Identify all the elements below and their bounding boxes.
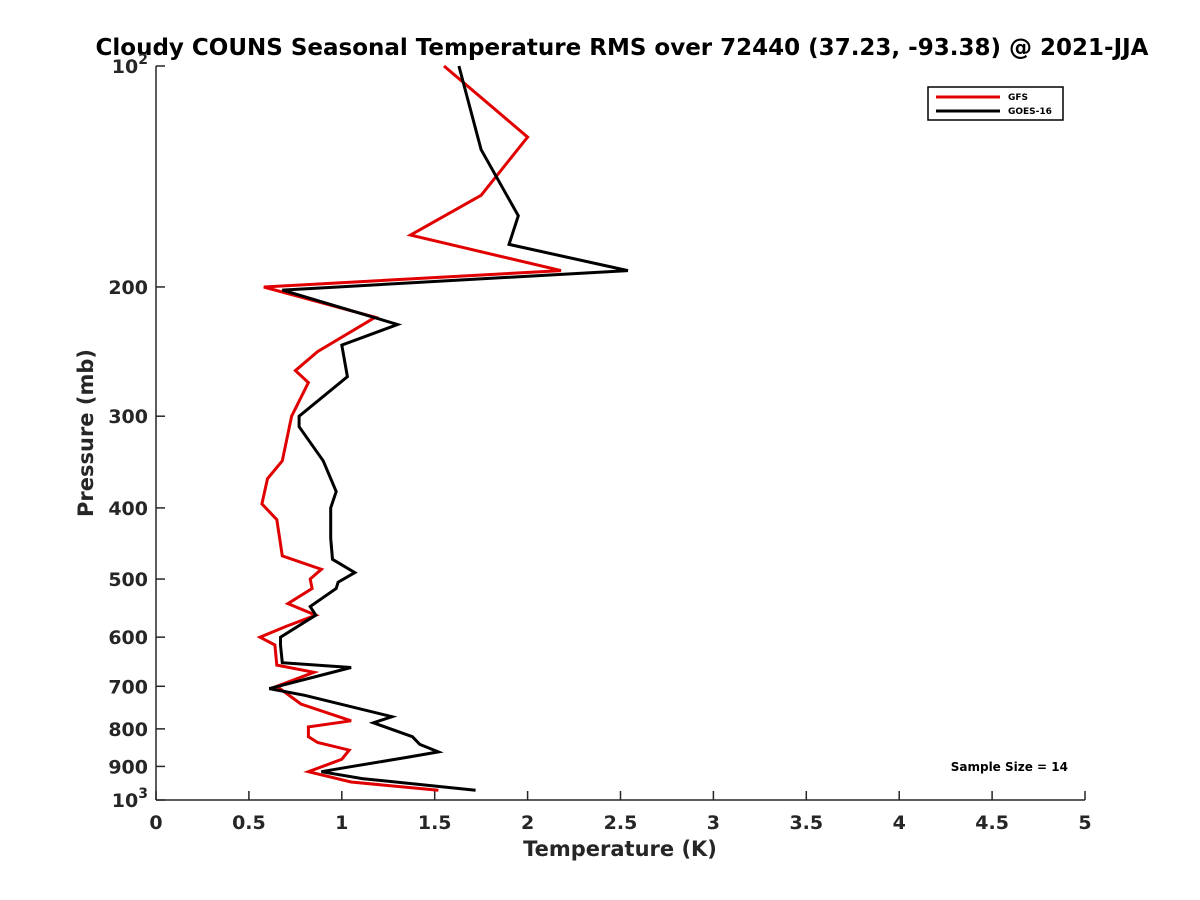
axes: 0 0.5 1 1.5 2 2.5 3 3.5 4 4.5 5 102 200 300 400 500 600 7… — [108, 52, 1091, 834]
x-axis-label: Temperature (K) — [523, 837, 717, 861]
x-tick-label: 0 — [149, 812, 162, 834]
x-tick-label: 3 — [707, 812, 720, 834]
y-tick-label: 200 — [108, 277, 148, 299]
y-tick-label: 900 — [108, 756, 148, 778]
y-tick-label: 600 — [108, 627, 148, 649]
series-layer — [256, 64, 629, 792]
x-tick-label: 4.5 — [975, 812, 1009, 834]
series-line-goes-16 — [268, 65, 629, 792]
y-tick-label: 500 — [108, 569, 148, 591]
y-axis-label: Pressure (mb) — [74, 349, 98, 517]
sample-size-annotation: Sample Size = 14 — [951, 760, 1068, 774]
x-tick-label: 5 — [1078, 812, 1091, 834]
x-tick-label: 1 — [335, 812, 348, 834]
legend-box — [927, 86, 1064, 121]
y-tick-label: 400 — [108, 498, 148, 520]
x-tick-label: 1.5 — [418, 812, 452, 834]
x-tick-label: 4 — [893, 812, 906, 834]
x-tick-label: 2 — [521, 812, 534, 834]
series-line-gfs — [256, 64, 562, 792]
legend: GFS GOES-16 — [927, 86, 1064, 121]
x-tick-label: 2.5 — [604, 812, 638, 834]
x-tick-label: 3.5 — [789, 812, 823, 834]
y-tick-label: 700 — [108, 676, 148, 698]
legend-label: GFS — [1008, 93, 1028, 103]
y-tick-label: 800 — [108, 719, 148, 741]
x-tick-label: 0.5 — [232, 812, 266, 834]
y-tick-label: 102 — [112, 52, 148, 78]
y-tick-label: 300 — [108, 406, 148, 428]
chart-title: Cloudy COUNS Seasonal Temperature RMS ov… — [96, 35, 1149, 61]
y-tick-label: 103 — [112, 786, 148, 812]
legend-label: GOES-16 — [1008, 107, 1052, 117]
